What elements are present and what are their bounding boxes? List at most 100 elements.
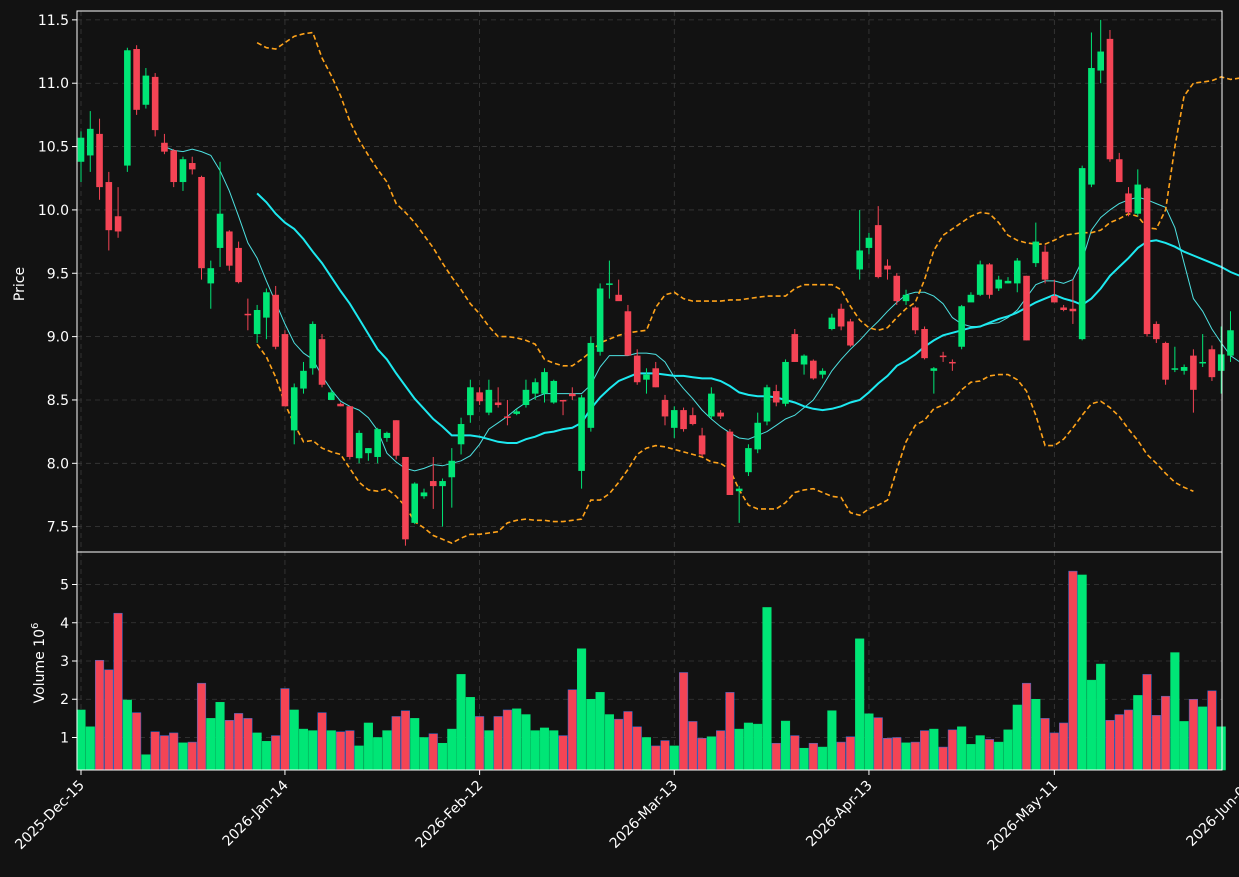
- volume-bar: [187, 741, 197, 771]
- candlestick: [606, 260, 613, 299]
- candlestick: [541, 368, 548, 403]
- candlestick: [726, 429, 734, 495]
- candlestick: [967, 292, 975, 303]
- price-tick-label: 10.0: [38, 203, 69, 219]
- volume-bar: [957, 726, 967, 771]
- volume-bar: [855, 638, 865, 771]
- candle-body: [198, 176, 205, 269]
- candle-body: [1171, 368, 1179, 370]
- candle-body: [661, 399, 669, 417]
- volume-bar: [400, 710, 410, 771]
- candle-body: [494, 402, 502, 406]
- candle-body: [837, 308, 845, 327]
- candlestick: [689, 407, 697, 426]
- volume-bar: [512, 708, 522, 771]
- candlestick: [569, 387, 576, 400]
- candle-body: [1041, 251, 1049, 280]
- candle-body: [216, 213, 224, 248]
- candle-body: [717, 412, 724, 417]
- volume-bar: [938, 746, 948, 771]
- candle-body: [1208, 349, 1216, 378]
- volume-bar: [604, 714, 614, 771]
- candlestick: [1180, 364, 1188, 375]
- candlestick: [1106, 30, 1114, 162]
- candlestick: [142, 68, 150, 109]
- candlestick: [661, 394, 669, 426]
- candle-body: [253, 310, 261, 335]
- candlestick: [1134, 169, 1142, 217]
- candle-body: [643, 374, 650, 380]
- candle-body: [967, 294, 975, 303]
- volume-bar: [947, 729, 957, 771]
- candle-body: [606, 283, 613, 285]
- candlestick: [986, 263, 993, 299]
- candle-body: [151, 76, 159, 131]
- price-tick-label: 11.5: [38, 13, 69, 29]
- candle-body: [726, 431, 734, 495]
- volume-bar: [382, 730, 392, 771]
- candle-body: [763, 387, 771, 422]
- volume-bar: [345, 730, 355, 771]
- volume-bar: [994, 741, 1004, 771]
- volume-bar: [234, 713, 244, 771]
- candlestick: [735, 486, 743, 523]
- volume-bar: [391, 716, 401, 771]
- volume-bar: [920, 730, 930, 771]
- candle-body: [420, 492, 428, 497]
- candle-body: [1227, 330, 1234, 356]
- candle-body: [114, 216, 122, 232]
- volume-bar: [428, 733, 438, 771]
- candle-body: [346, 406, 354, 457]
- candle-body: [754, 422, 762, 450]
- candle-body: [670, 410, 678, 428]
- volume-bar: [614, 718, 624, 771]
- candlestick: [198, 175, 205, 280]
- candle-body: [244, 313, 252, 316]
- candle-body: [800, 355, 808, 365]
- volume-bar: [493, 716, 503, 771]
- volume-bar: [1012, 704, 1022, 771]
- volume-bar: [901, 742, 911, 771]
- volume-bar: [326, 730, 336, 771]
- candlestick: [939, 351, 947, 362]
- volume-bar: [1198, 706, 1208, 771]
- candlestick: [652, 361, 660, 388]
- lower-band-line: [256, 343, 1194, 544]
- volume-tick-label: 5: [60, 578, 69, 594]
- candlestick: [717, 410, 724, 419]
- candle-body: [1097, 51, 1104, 71]
- candlestick: [383, 431, 391, 442]
- volume-bar: [808, 742, 818, 771]
- candle-body: [1004, 280, 1012, 284]
- candle-body: [179, 159, 187, 183]
- candle-body: [1032, 241, 1040, 264]
- volume-bar: [836, 741, 846, 771]
- candlestick: [513, 408, 520, 416]
- candle-body: [429, 481, 437, 487]
- candlesticks: [77, 19, 1234, 546]
- volume-bar: [558, 735, 568, 771]
- candle-body: [819, 370, 826, 375]
- candlestick: [226, 230, 233, 271]
- volume-bar: [132, 712, 142, 771]
- candlestick: [902, 289, 910, 305]
- candle-body: [309, 323, 317, 369]
- candle-body: [893, 275, 901, 302]
- volume-bar: [76, 709, 86, 771]
- candle-body: [226, 231, 233, 266]
- candle-body: [457, 424, 465, 445]
- candlestick: [1069, 279, 1077, 324]
- volume-bar: [475, 716, 485, 771]
- volume-bar: [484, 730, 494, 771]
- price-tick-label: 11.0: [38, 76, 69, 92]
- volume-bar: [780, 720, 791, 771]
- candlestick: [124, 47, 131, 172]
- volume-bar: [336, 731, 346, 771]
- volume-bar: [410, 718, 420, 771]
- candle-body: [448, 460, 456, 478]
- volume-bar: [113, 612, 123, 771]
- candlestick: [281, 330, 289, 407]
- candlestick: [327, 389, 335, 400]
- candlestick: [494, 387, 502, 408]
- candle-body: [912, 307, 919, 331]
